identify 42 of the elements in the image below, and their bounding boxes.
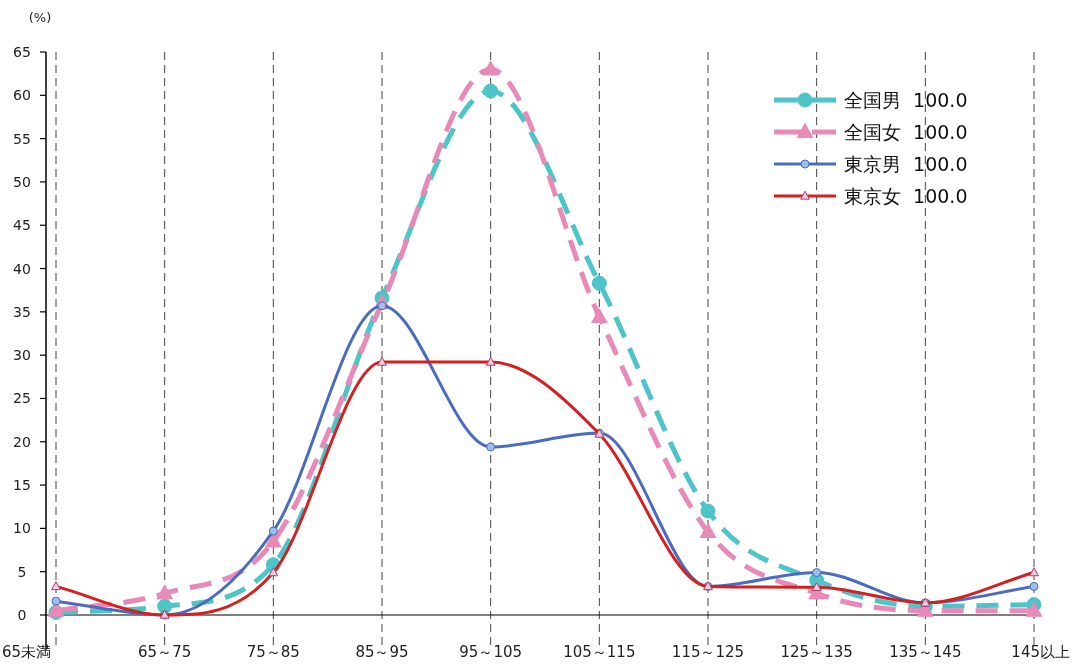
y-tick-label: 20 xyxy=(13,433,31,450)
y-tick-label: 60 xyxy=(13,87,31,104)
point xyxy=(700,503,716,519)
y-tick-label: 50 xyxy=(13,173,31,190)
point xyxy=(1029,581,1039,591)
point xyxy=(268,526,278,536)
x-tick-label: 65未満 xyxy=(2,643,52,661)
point xyxy=(812,568,822,578)
y-tick-label: 0 xyxy=(17,607,27,623)
point xyxy=(699,522,717,538)
y-tick-label: 40 xyxy=(13,260,31,277)
point xyxy=(591,308,608,324)
legend-label: 全国女 100.0 xyxy=(844,121,968,143)
point xyxy=(482,60,499,76)
y-tick-label: 55 xyxy=(13,130,31,147)
y-tick-label: 35 xyxy=(13,303,31,320)
point xyxy=(51,596,61,606)
x-tick-label: 105～115 xyxy=(563,643,636,661)
x-tick-label: 95～105 xyxy=(459,643,523,661)
x-tick-label: 65～75 xyxy=(138,643,192,661)
y-tick-label: 25 xyxy=(13,390,31,407)
legend-label: 東京男 100.0 xyxy=(844,153,968,175)
y-tick-label: 10 xyxy=(13,520,31,537)
x-tick-label: 135～145 xyxy=(889,643,962,661)
x-tick-label: 145以上 xyxy=(1011,643,1070,661)
legend-label: 全国男 100.0 xyxy=(844,89,968,111)
y-tick-label: 45 xyxy=(13,217,31,234)
point xyxy=(483,83,499,99)
y-tick-label: 5 xyxy=(17,563,27,580)
legend-label: 東京女 100.0 xyxy=(844,185,968,207)
y-tick-label: 65 xyxy=(13,44,31,60)
point xyxy=(156,584,173,600)
y-tick-label: 30 xyxy=(13,347,31,364)
point xyxy=(1025,601,1043,617)
x-tick-label: 85～95 xyxy=(355,643,409,661)
y-axis-title: (%) xyxy=(28,10,52,25)
point xyxy=(591,275,607,291)
x-tick-label: 125～135 xyxy=(780,643,853,661)
point xyxy=(486,442,496,452)
y-tick-label: 15 xyxy=(13,477,31,494)
x-tick-label: 75～85 xyxy=(246,643,300,661)
x-tick-label: 115～125 xyxy=(671,643,745,661)
